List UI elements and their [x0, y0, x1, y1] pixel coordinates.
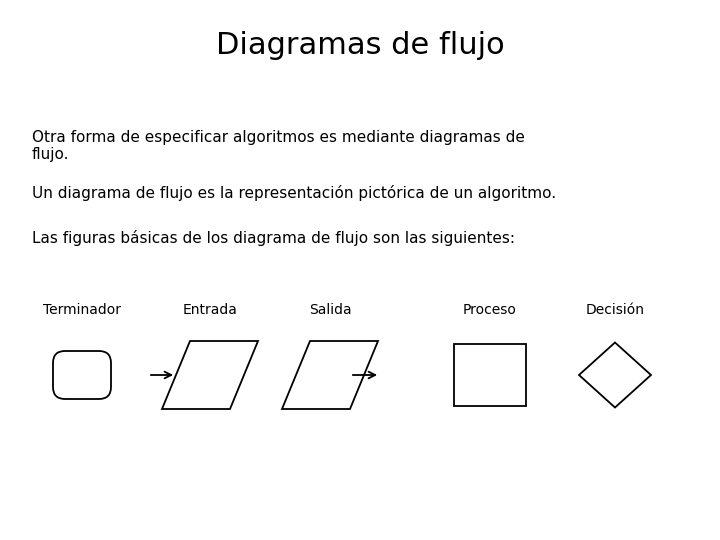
Text: Decisión: Decisión [585, 303, 644, 317]
Text: Las figuras básicas de los diagrama de flujo son las siguientes:: Las figuras básicas de los diagrama de f… [32, 230, 515, 246]
Bar [454, 344, 526, 406]
Text: Terminador: Terminador [43, 303, 121, 317]
Text: Salida: Salida [309, 303, 351, 317]
Text: Proceso: Proceso [463, 303, 517, 317]
Text: Entrada: Entrada [183, 303, 238, 317]
Text: Un diagrama de flujo es la representación pictórica de un algoritmo.: Un diagrama de flujo es la representació… [32, 185, 556, 201]
Text: Otra forma de especificar algoritmos es mediante diagramas de
flujo.: Otra forma de especificar algoritmos es … [32, 130, 525, 163]
Text: Diagramas de flujo: Diagramas de flujo [216, 30, 504, 59]
